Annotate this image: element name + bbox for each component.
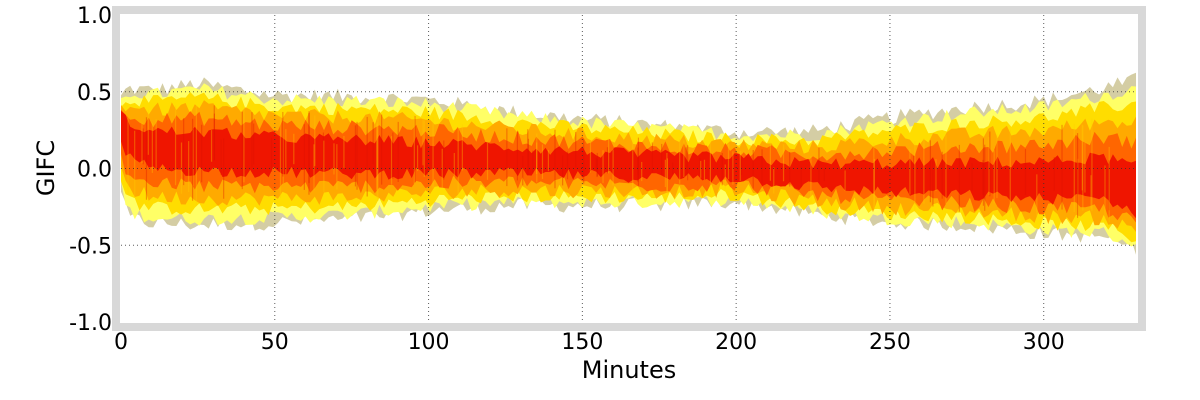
density-heatmap [121, 72, 1136, 255]
plot-frame [112, 6, 1146, 331]
y-tick-label: 1.0 [77, 4, 112, 29]
y-axis-ticks: 1.0 0.5 0.0 -0.5 -1.0 [69, 4, 112, 336]
y-tick-label: 0.5 [77, 81, 112, 106]
x-tick-label: 50 [261, 330, 289, 355]
y-tick-label: -0.5 [69, 234, 112, 259]
x-tick-label: 250 [869, 330, 911, 355]
x-tick-label: 150 [561, 330, 603, 355]
x-tick-label: 300 [1023, 330, 1065, 355]
x-axis-ticks: 0 50 100 150 200 250 300 [114, 330, 1065, 355]
y-tick-label: 0.0 [77, 158, 112, 183]
y-tick-label: -1.0 [69, 311, 112, 336]
density-level-5 [121, 110, 1136, 219]
y-axis-title: GIFC [32, 140, 60, 196]
x-axis-title: Minutes [582, 356, 676, 384]
x-tick-label: 100 [408, 330, 450, 355]
x-tick-label: 0 [114, 330, 128, 355]
x-tick-label: 200 [715, 330, 757, 355]
